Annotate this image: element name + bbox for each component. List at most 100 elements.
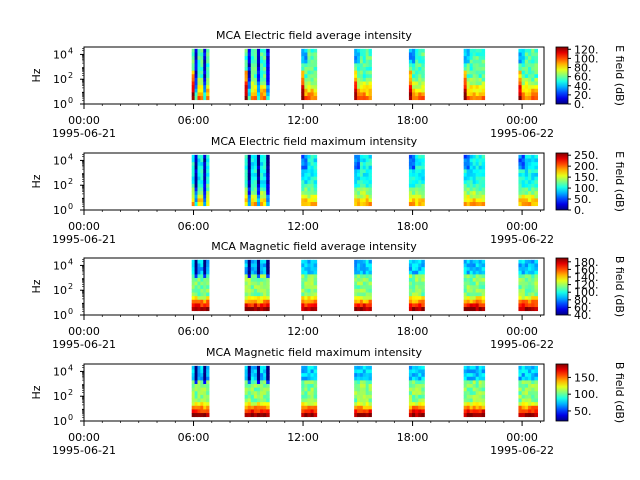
- spectrogram-cell: [263, 52, 267, 57]
- spectrogram-cell: [415, 96, 419, 101]
- spectrogram-cell: [412, 398, 416, 403]
- y-tick-exponent: 2: [68, 282, 73, 291]
- spectrogram-cell: [528, 74, 532, 79]
- spectrogram-cell: [531, 88, 535, 93]
- spectrogram-cell: [365, 267, 370, 272]
- spectrogram-cell: [472, 154, 477, 159]
- spectrogram-cell: [200, 59, 204, 64]
- spectrogram-cell: [518, 63, 523, 68]
- spectrogram-cell: [524, 187, 529, 192]
- spectrogram-cell: [206, 307, 210, 312]
- spectrogram-cell: [362, 413, 367, 418]
- spectrogram-cell: [310, 169, 315, 174]
- spectrogram-cell: [313, 77, 318, 82]
- spectrogram-cell: [359, 259, 364, 264]
- spectrogram-cell: [247, 85, 252, 90]
- spectrogram-cell: [197, 165, 201, 170]
- spectrogram-cell: [368, 183, 372, 188]
- spectrogram-cell: [518, 154, 523, 159]
- spectrogram-cell: [247, 59, 252, 64]
- spectrogram-cell: [518, 67, 523, 72]
- spectrogram-cell: [263, 67, 267, 72]
- spectrogram-cell: [521, 292, 526, 297]
- spectrogram-cell: [469, 278, 474, 283]
- spectrogram-cell: [256, 169, 261, 174]
- colorbar-label: E field (dB): [613, 45, 626, 106]
- spectrogram-cell: [469, 96, 474, 101]
- spectrogram-cell: [466, 405, 471, 410]
- spectrogram-cell: [466, 285, 471, 290]
- spectrogram-cell: [304, 413, 308, 418]
- spectrogram-cell: [313, 187, 318, 192]
- spectrogram-cell: [368, 281, 372, 286]
- spectrogram-cell: [408, 165, 413, 170]
- spectrogram-cell: [191, 85, 195, 90]
- spectrogram-cell: [478, 176, 483, 181]
- spectrogram-cell: [481, 285, 486, 290]
- spectrogram-cell: [200, 270, 204, 275]
- spectrogram-cell: [310, 96, 315, 101]
- spectrogram-cell: [362, 169, 367, 174]
- spectrogram-cell: [256, 158, 261, 163]
- spectrogram-cell: [247, 176, 252, 181]
- spectrogram-cell: [481, 67, 486, 72]
- spectrogram-cell: [481, 70, 486, 75]
- spectrogram-cell: [466, 303, 471, 308]
- spectrogram-cell: [368, 165, 372, 170]
- spectrogram-cell: [266, 74, 270, 79]
- spectrogram-cell: [354, 176, 358, 181]
- spectrogram-cell: [304, 278, 308, 283]
- spectrogram-cell: [481, 278, 486, 283]
- spectrogram-cell: [253, 369, 258, 374]
- spectrogram-cell: [463, 391, 468, 396]
- spectrogram-cell: [304, 176, 308, 181]
- spectrogram-cell: [301, 270, 305, 275]
- spectrogram-cell: [418, 380, 422, 385]
- spectrogram-cell: [301, 274, 305, 279]
- spectrogram-cell: [368, 270, 372, 275]
- spectrogram-cell: [359, 77, 364, 82]
- spectrogram-cell: [197, 384, 201, 389]
- spectrogram-cell: [313, 303, 318, 308]
- spectrogram-cell: [478, 70, 483, 75]
- spectrogram-cell: [528, 288, 532, 293]
- spectrogram-cell: [197, 296, 201, 301]
- spectrogram-cell: [191, 202, 195, 207]
- spectrogram-cell: [250, 202, 255, 207]
- spectrogram-cell: [256, 373, 261, 378]
- spectrogram-cell: [528, 162, 532, 167]
- spectrogram-cell: [469, 405, 474, 410]
- spectrogram-cell: [463, 376, 468, 381]
- spectrogram-cell: [244, 380, 249, 385]
- spectrogram-cell: [475, 67, 480, 72]
- spectrogram-cell: [418, 384, 422, 389]
- spectrogram-cell: [463, 413, 468, 418]
- spectrogram-cell: [266, 365, 270, 370]
- spectrogram-cell: [301, 365, 305, 370]
- spectrogram-cell: [481, 263, 486, 268]
- spectrogram-cell: [415, 176, 419, 181]
- spectrogram-cell: [244, 413, 249, 418]
- spectrogram-cell: [524, 369, 529, 374]
- spectrogram-cell: [521, 413, 526, 418]
- spectrogram-cell: [260, 191, 264, 196]
- spectrogram-cell: [421, 380, 425, 385]
- colorbar: [555, 363, 569, 422]
- spectrogram-cell: [472, 191, 477, 196]
- spectrogram-cell: [304, 158, 308, 163]
- spectrogram-cell: [481, 194, 486, 199]
- spectrogram-cell: [531, 299, 535, 304]
- spectrogram-cell: [313, 158, 318, 163]
- spectrogram-cell: [200, 296, 204, 301]
- spectrogram-cell: [408, 270, 413, 275]
- spectrogram-cell: [421, 169, 425, 174]
- spectrogram-cell: [191, 369, 195, 374]
- spectrogram-cell: [368, 52, 372, 57]
- spectrogram-cell: [359, 96, 364, 101]
- spectrogram-cell: [301, 288, 305, 293]
- spectrogram-cell: [524, 191, 529, 196]
- spectrogram-cell: [206, 376, 210, 381]
- spectrogram-cell: [263, 81, 267, 86]
- y-tick-label: 10: [53, 73, 67, 86]
